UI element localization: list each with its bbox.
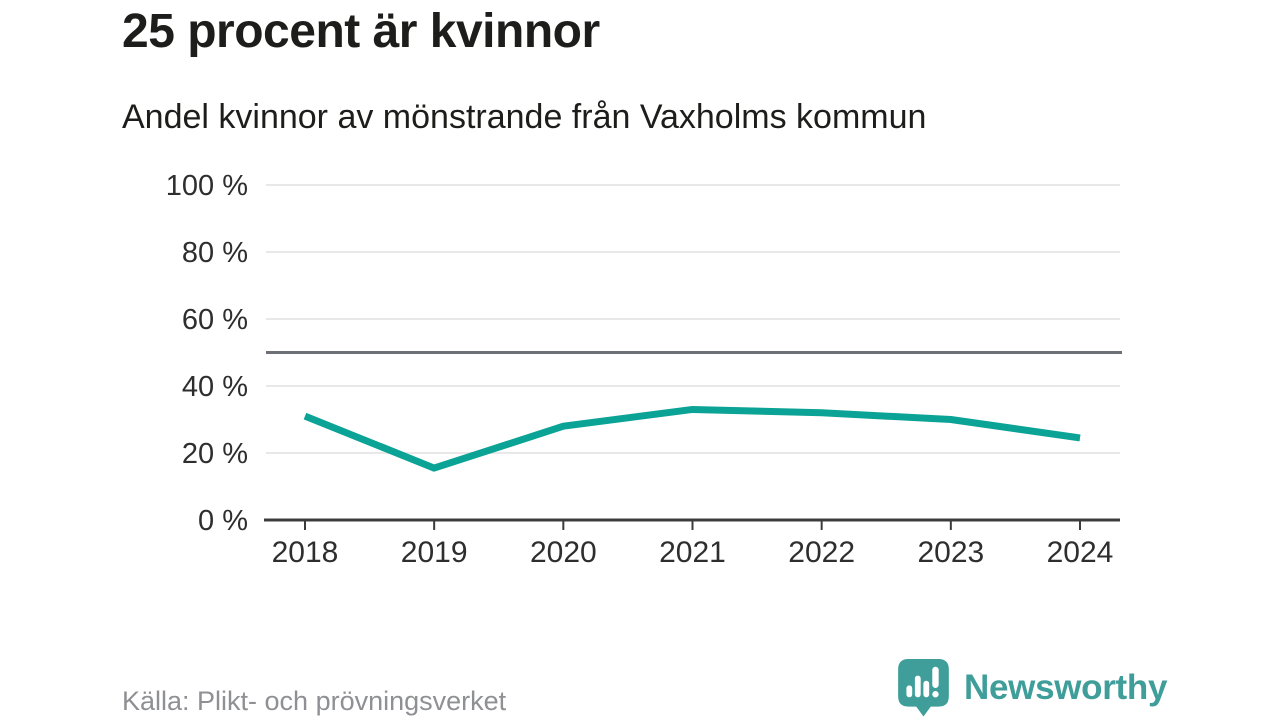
x-axis-label: 2020: [530, 536, 597, 569]
newsworthy-logo-icon: [898, 659, 949, 717]
y-axis-label: 80 %: [182, 237, 248, 269]
x-axis-label: 2022: [788, 536, 855, 569]
newsworthy-logo: Newsworthy: [897, 658, 1167, 718]
x-axis-label: 2019: [401, 536, 468, 569]
y-axis-label: 20 %: [182, 438, 248, 470]
x-axis-label: 2024: [1047, 536, 1114, 569]
chart-subtitle: Andel kvinnor av mönstrande från Vaxholm…: [122, 98, 927, 136]
x-axis-label: 2021: [659, 536, 726, 569]
source-note: Källa: Plikt- och prövningsverket: [122, 686, 507, 716]
y-axis-label: 100 %: [166, 170, 248, 202]
y-axis-label: 60 %: [182, 304, 248, 336]
y-axis-label: 40 %: [182, 371, 248, 403]
x-axis-label: 2018: [272, 536, 339, 569]
chart-title: 25 procent är kvinnor: [122, 5, 600, 58]
y-axis-label: 0 %: [198, 505, 248, 537]
data-line: [303, 405, 1081, 472]
x-axis-label: 2023: [917, 536, 984, 569]
newsworthy-logo-text: Newsworthy: [964, 668, 1168, 707]
